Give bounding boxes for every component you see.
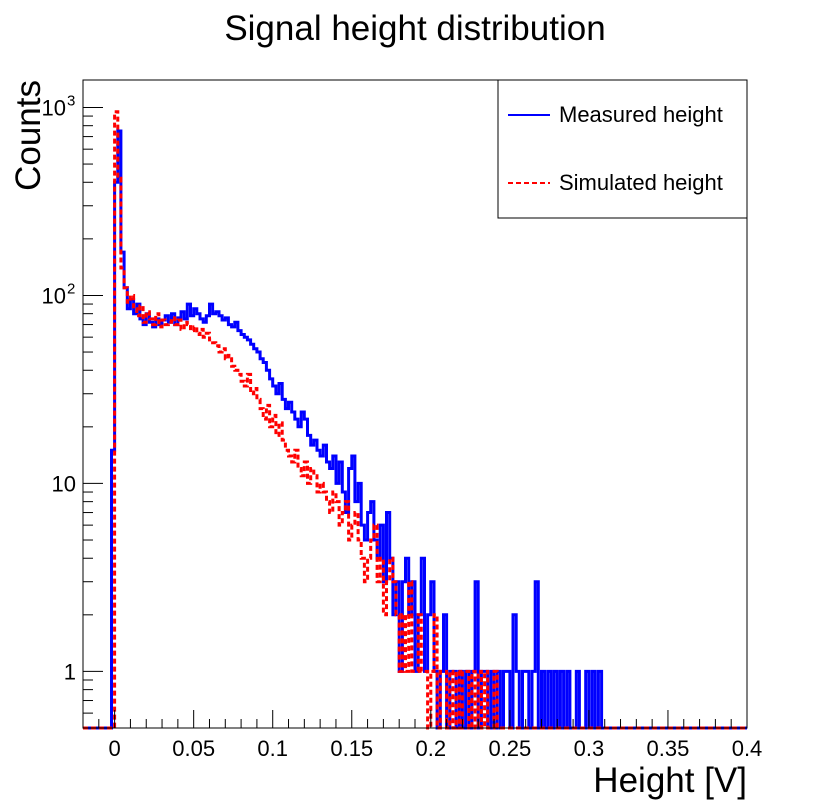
y-tick-label: 10: [42, 95, 66, 120]
x-tick-label: 0.3: [574, 736, 605, 761]
x-tick-label: 0: [108, 736, 120, 761]
y-axis-label: Counts: [9, 80, 48, 191]
x-axis-label: Height [V]: [593, 761, 747, 800]
series-simulated-height-line: [83, 110, 747, 730]
x-tick-label: 0.25: [488, 736, 531, 761]
x-tick-label: 0.2: [416, 736, 447, 761]
y-tick-label: 10: [52, 471, 76, 496]
x-tick-label: 0.4: [732, 736, 763, 761]
x-axis: 0 0.05 0.1 0.15 0.2 0.25 0.3 0.35 0.4: [82, 710, 763, 761]
y-tick-exponent: 2: [67, 280, 75, 297]
x-tick-label: 0.05: [172, 736, 215, 761]
y-tick-label: 10: [42, 283, 66, 308]
y-tick-exponent: 3: [67, 92, 75, 109]
series-measured-height-line: [83, 129, 747, 730]
x-tick-label: 0.15: [330, 736, 373, 761]
legend-measured-label: Measured height: [559, 102, 723, 127]
legend: Measured height Simulated height: [497, 79, 748, 219]
y-tick-label: 1: [64, 659, 76, 684]
plot-area: [83, 110, 747, 730]
legend-box: [497, 79, 748, 219]
x-tick-label: 0.35: [647, 736, 690, 761]
legend-simulated-label: Simulated height: [559, 170, 723, 195]
chart-title: Signal height distribution: [224, 9, 605, 48]
x-tick-label: 0.1: [257, 736, 288, 761]
